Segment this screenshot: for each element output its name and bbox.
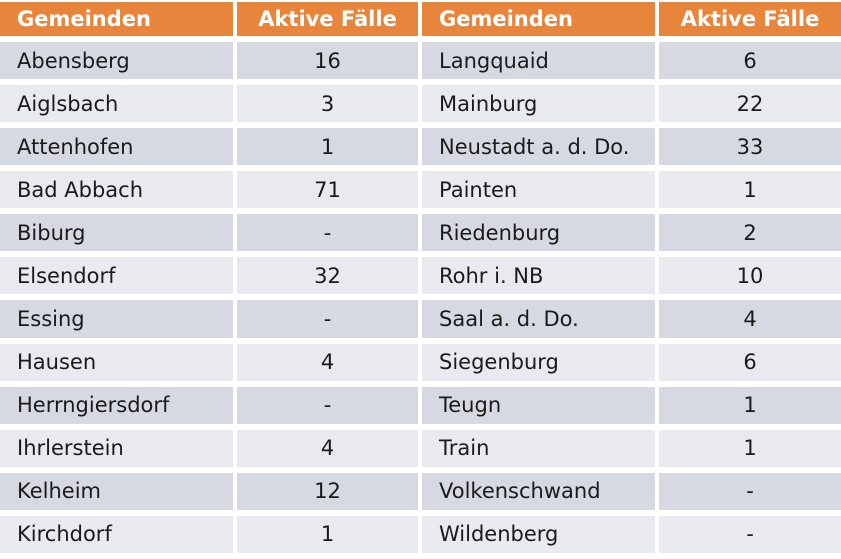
cases-cell: 1 — [237, 515, 418, 553]
cases-cell: 22 — [659, 85, 841, 123]
table-row: Bad Abbach 71 Painten 1 — [0, 171, 841, 209]
header-gemeinden-left: Gemeinden — [0, 2, 233, 36]
cases-cell: 16 — [237, 42, 418, 80]
cases-cell: 4 — [659, 300, 841, 338]
table-row: Aiglsbach 3 Mainburg 22 — [0, 85, 841, 123]
cases-cell: - — [237, 214, 418, 252]
table-row: Abensberg 16 Langquaid 6 — [0, 42, 841, 80]
table-row: Herrngiersdorf - Teugn 1 — [0, 386, 841, 424]
gemeinde-cell: Kelheim — [0, 472, 233, 510]
cases-cell: - — [659, 515, 841, 553]
cases-cell: 4 — [237, 429, 418, 467]
gemeinde-cell: Kirchdorf — [0, 515, 233, 553]
cases-cell: 71 — [237, 171, 418, 209]
gemeinde-cell: Teugn — [422, 386, 655, 424]
cases-cell: - — [659, 472, 841, 510]
table-row: Elsendorf 32 Rohr i. NB 10 — [0, 257, 841, 295]
table-row: Attenhofen 1 Neustadt a. d. Do. 33 — [0, 128, 841, 166]
table-row: Essing - Saal a. d. Do. 4 — [0, 300, 841, 338]
table-row: Kelheim 12 Volkenschwand - — [0, 472, 841, 510]
cases-cell: 2 — [659, 214, 841, 252]
gemeinde-cell: Langquaid — [422, 42, 655, 80]
gemeinde-cell: Wildenberg — [422, 515, 655, 553]
gemeinde-cell: Riedenburg — [422, 214, 655, 252]
cases-cell: 32 — [237, 257, 418, 295]
gemeinde-cell: Bad Abbach — [0, 171, 233, 209]
table-row: Hausen 4 Siegenburg 6 — [0, 343, 841, 381]
gemeinde-cell: Aiglsbach — [0, 85, 233, 123]
gemeinde-cell: Abensberg — [0, 42, 233, 80]
cases-cell: 1 — [659, 386, 841, 424]
gemeinde-cell: Mainburg — [422, 85, 655, 123]
gemeinde-cell: Train — [422, 429, 655, 467]
table-row: Kirchdorf 1 Wildenberg - — [0, 515, 841, 553]
gemeinde-cell: Painten — [422, 171, 655, 209]
gemeinde-cell: Hausen — [0, 343, 233, 381]
cases-cell: 1 — [237, 128, 418, 166]
header-aktive-faelle-right: Aktive Fälle — [659, 2, 841, 36]
cases-cell: 3 — [237, 85, 418, 123]
table-row: Ihrlerstein 4 Train 1 — [0, 429, 841, 467]
gemeinde-cell: Siegenburg — [422, 343, 655, 381]
cases-cell: - — [237, 300, 418, 338]
gemeinde-cell: Ihrlerstein — [0, 429, 233, 467]
header-gemeinden-right: Gemeinden — [422, 2, 655, 36]
gemeinde-cell: Rohr i. NB — [422, 257, 655, 295]
table-header-row: Gemeinden Aktive Fälle Gemeinden Aktive … — [0, 2, 841, 36]
table-row: Biburg - Riedenburg 2 — [0, 214, 841, 252]
gemeinde-cell: Saal a. d. Do. — [422, 300, 655, 338]
gemeinde-cell: Volkenschwand — [422, 472, 655, 510]
gemeinde-cell: Essing — [0, 300, 233, 338]
cases-cell: 33 — [659, 128, 841, 166]
header-aktive-faelle-left: Aktive Fälle — [237, 2, 418, 36]
cases-cell: 10 — [659, 257, 841, 295]
gemeinde-cell: Biburg — [0, 214, 233, 252]
gemeinde-cell: Attenhofen — [0, 128, 233, 166]
cases-cell: 6 — [659, 42, 841, 80]
gemeinde-cell: Herrngiersdorf — [0, 386, 233, 424]
cases-cell: 6 — [659, 343, 841, 381]
cases-cell: 1 — [659, 171, 841, 209]
cases-cell: 1 — [659, 429, 841, 467]
gemeinde-cell: Neustadt a. d. Do. — [422, 128, 655, 166]
cases-cell: - — [237, 386, 418, 424]
cases-cell: 4 — [237, 343, 418, 381]
gemeinde-cell: Elsendorf — [0, 257, 233, 295]
cases-cell: 12 — [237, 472, 418, 510]
